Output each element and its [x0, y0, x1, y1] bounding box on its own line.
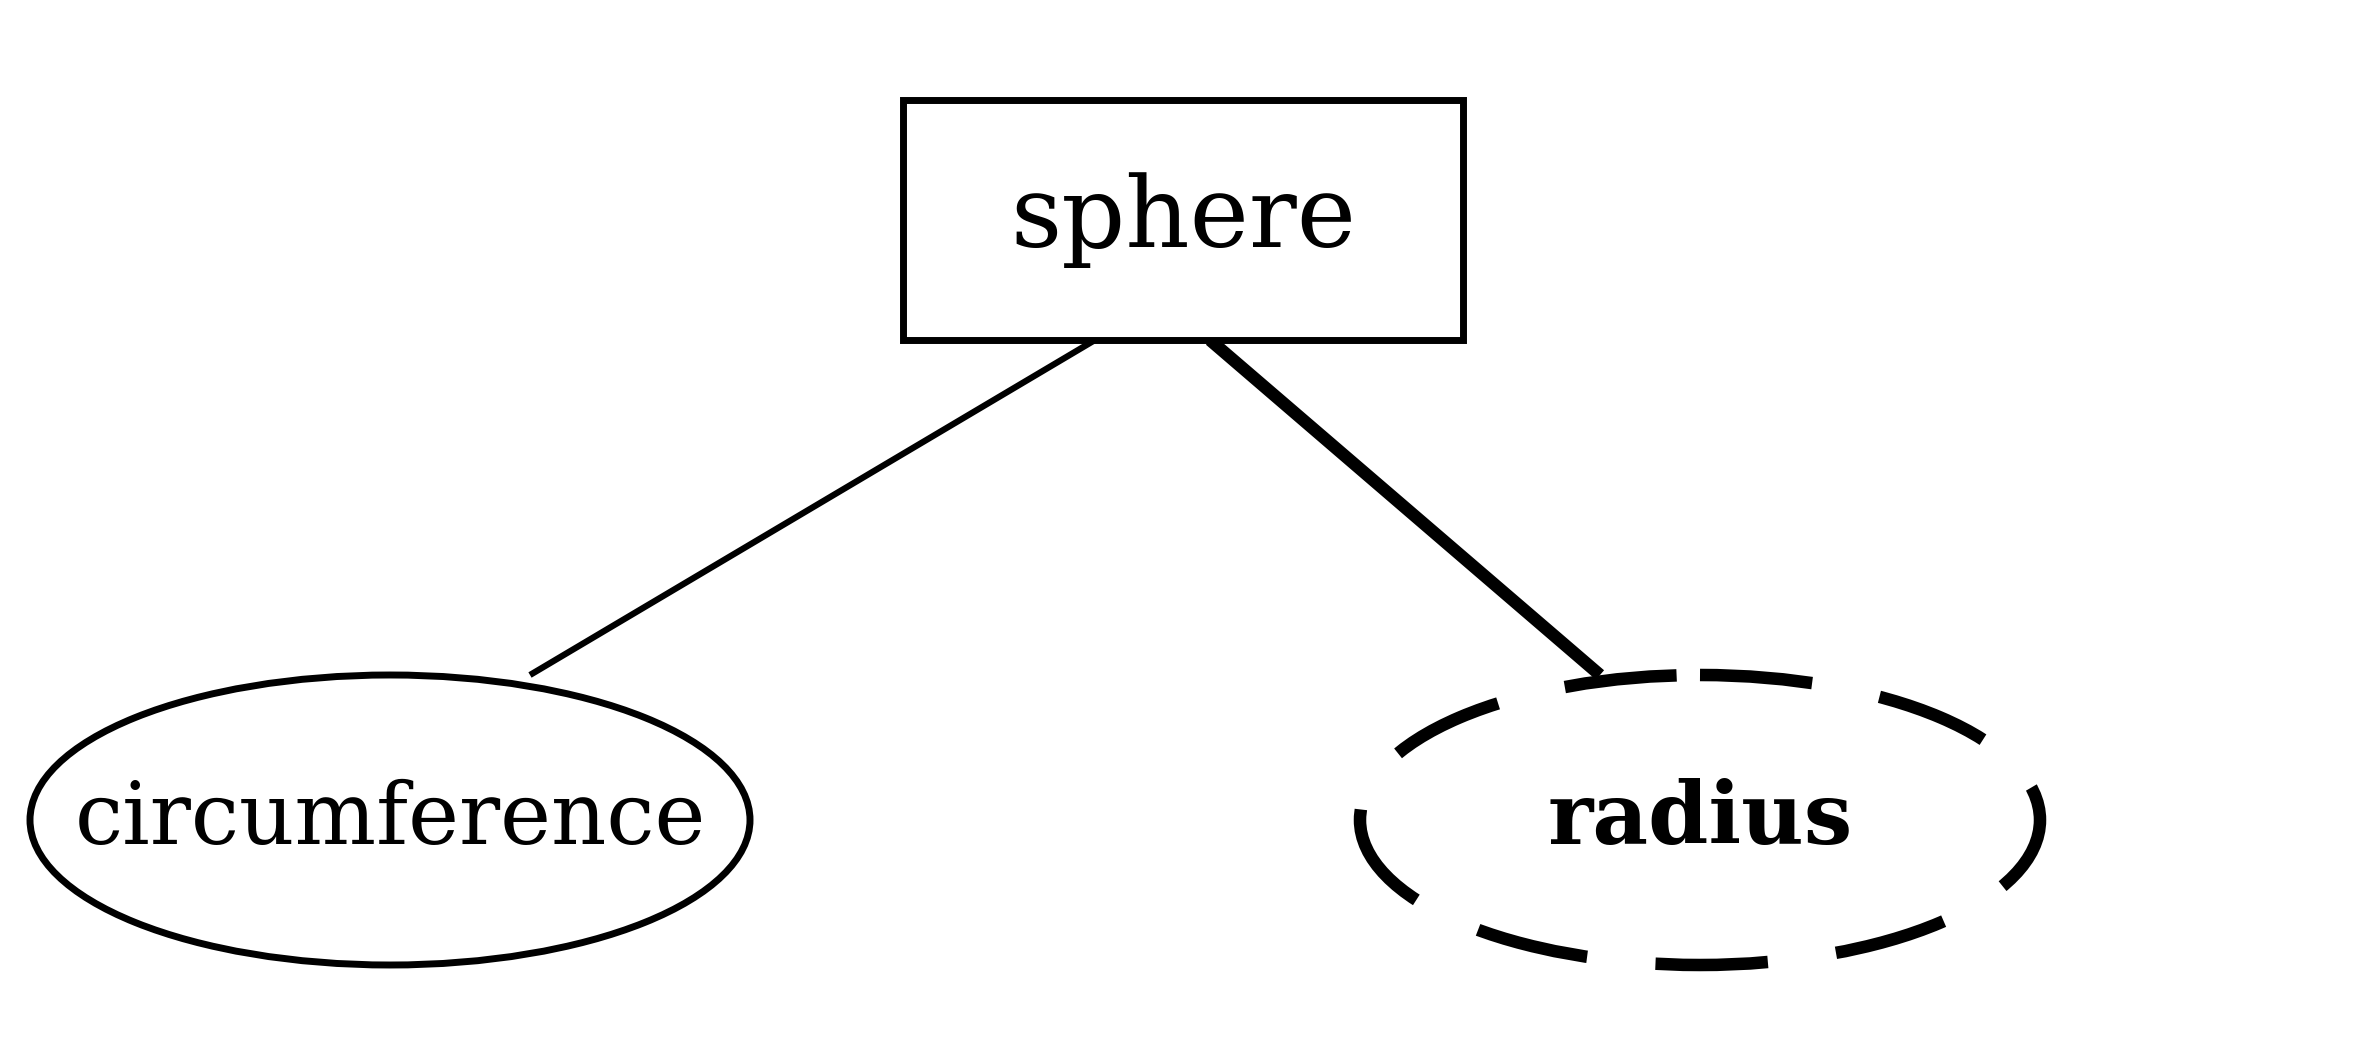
Ellipse shape: [31, 675, 750, 965]
Ellipse shape: [1361, 675, 2040, 965]
Text: sphere: sphere: [1011, 172, 1356, 268]
Text: radius: radius: [1548, 778, 1853, 862]
Bar: [902, 100, 1463, 340]
Text: circumference: circumference: [73, 778, 705, 862]
